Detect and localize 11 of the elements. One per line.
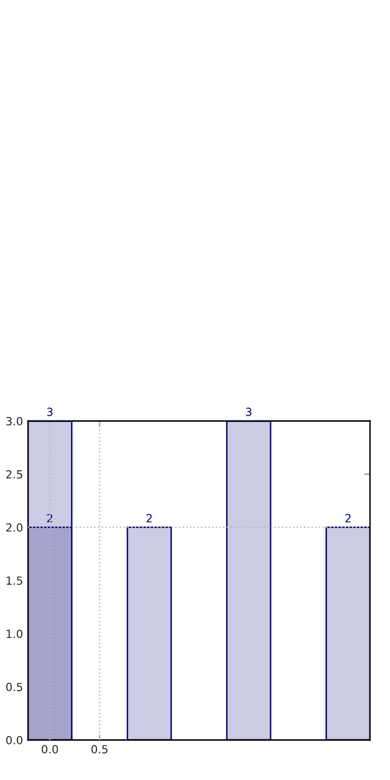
y-tick-label: 2.0: [6, 523, 22, 532]
y-tick-label: 1.5: [6, 576, 22, 585]
y-tick-label: 0.5: [6, 682, 22, 692]
y-tick-label: 3.0: [6, 416, 22, 426]
y-tick-label: 1.0: [6, 630, 22, 638]
y-tick-label: 0.0: [6, 736, 22, 744]
data-label: 2: [345, 514, 351, 522]
data-label: 3: [47, 408, 53, 416]
data-label: 3: [246, 408, 252, 416]
data-label: 2: [146, 514, 152, 522]
y-tick-label: 2.5: [6, 470, 22, 479]
